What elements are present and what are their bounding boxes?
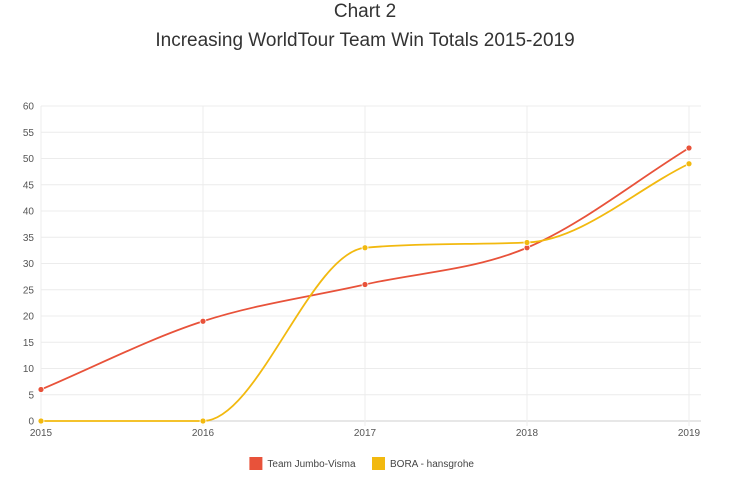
x-tick-label: 2019 [678, 428, 701, 439]
legend-swatch-2 [372, 457, 385, 470]
y-tick-label: 45 [23, 180, 35, 191]
data-point-series-2 [685, 160, 693, 168]
x-tick-label: 2015 [30, 428, 53, 439]
y-tick-label: 0 [28, 417, 34, 428]
data-point-series-1 [361, 281, 369, 288]
y-tick-label: 10 [23, 364, 35, 375]
legend-swatch-1 [249, 457, 263, 470]
data-point-series-2 [361, 244, 369, 252]
y-tick-label: 60 [23, 102, 35, 113]
y-tick-label: 15 [23, 338, 35, 349]
y-tick-label: 20 [23, 312, 35, 323]
y-tick-label: 5 [28, 390, 34, 401]
y-tick-label: 30 [23, 259, 35, 270]
data-point-series-1 [199, 317, 207, 325]
y-tick-label: 25 [23, 285, 35, 296]
x-tick-label: 2017 [354, 428, 377, 439]
x-tick-label: 2016 [192, 428, 215, 439]
legend-label-2: BORA - hansgrohe [390, 459, 474, 470]
y-tick-label: 55 [23, 128, 35, 139]
y-tick-label: 50 [23, 154, 35, 165]
data-point-series-2 [37, 417, 45, 425]
y-tick-label: 35 [23, 233, 35, 244]
data-point-series-2 [199, 417, 207, 425]
data-point-series-1 [685, 144, 693, 152]
series-line-2 [40, 162, 690, 422]
x-tick-label: 2018 [516, 428, 539, 439]
data-point-series-2 [523, 239, 531, 246]
chart-subtitle: Increasing WorldTour Team Win Totals 201… [155, 30, 575, 51]
legend-label-1: Team Jumbo-Visma [267, 459, 356, 470]
y-tick-label: 40 [23, 207, 35, 218]
chart-title: Chart 2 [333, 1, 397, 22]
data-point-series-1 [37, 386, 45, 393]
